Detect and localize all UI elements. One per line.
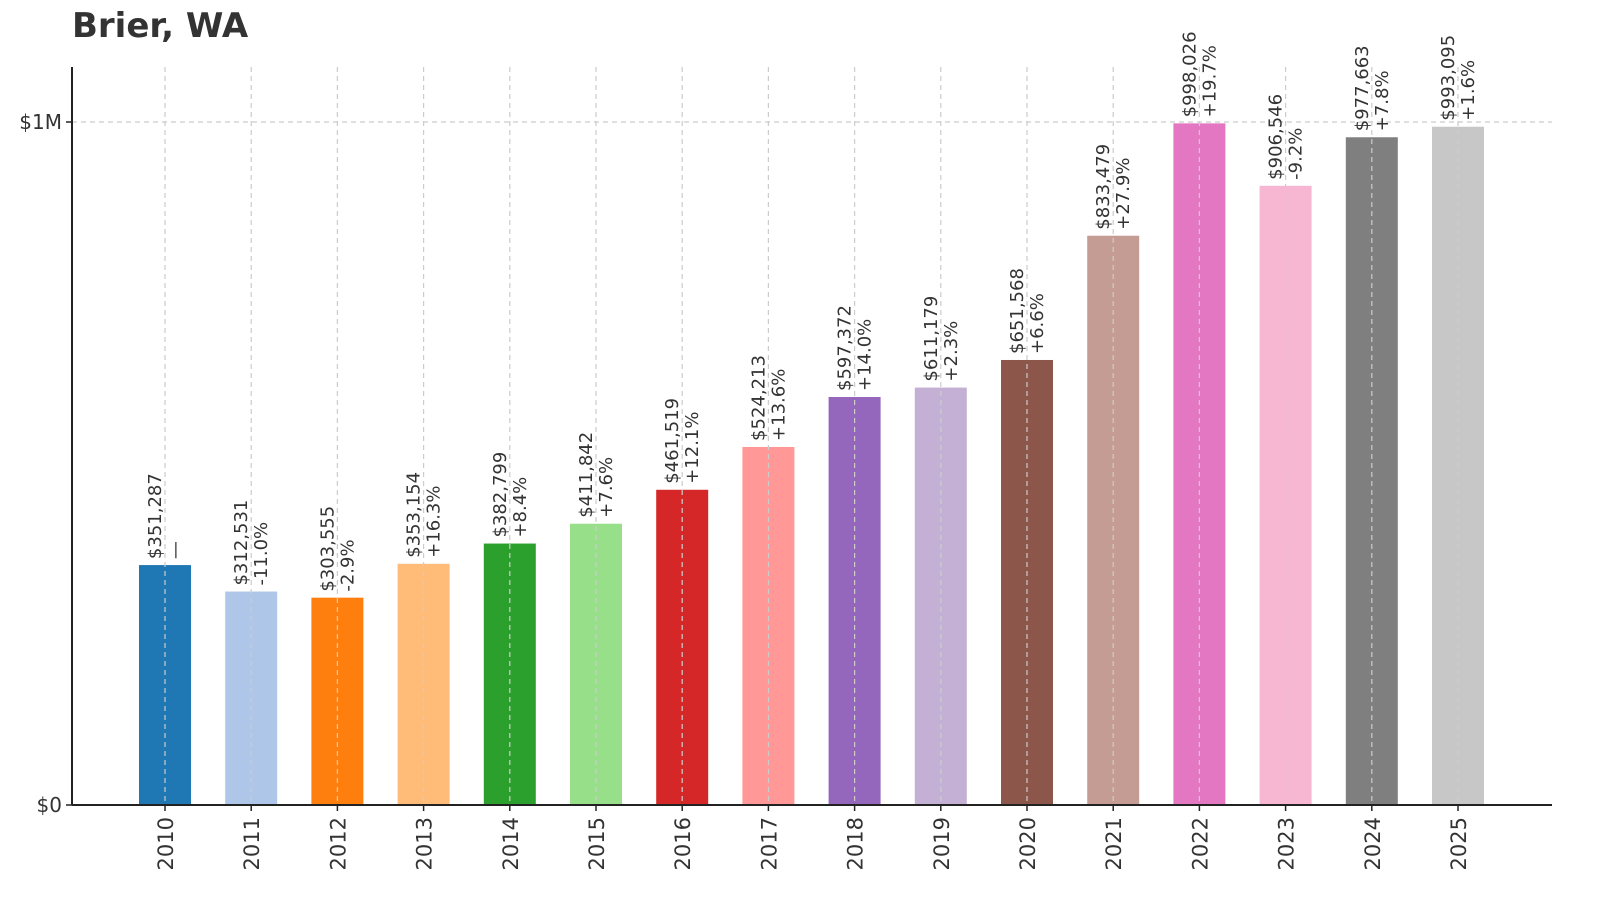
bar-2024	[1345, 137, 1398, 805]
x-tick-label: 2014	[499, 817, 523, 870]
x-tick-label: 2018	[844, 817, 868, 870]
chart-title: Brier, WA	[72, 6, 249, 46]
y-tick-label: $1M	[19, 110, 62, 134]
x-tick-label: 2017	[757, 817, 781, 870]
x-tick-label: 2015	[585, 817, 609, 870]
change-label: +16.3%	[424, 486, 445, 558]
value-label: $312,531	[231, 500, 252, 586]
x-tick-label: 2011	[240, 817, 264, 870]
x-tick-label: 2019	[930, 817, 954, 870]
x-tick-label: 2010	[154, 817, 178, 870]
value-label: $461,519	[662, 398, 683, 484]
change-label: -9.2%	[1286, 128, 1307, 180]
value-label: $382,799	[490, 452, 511, 538]
value-label: $833,479	[1093, 144, 1114, 230]
value-label: $351,287	[145, 473, 166, 559]
value-label: $411,842	[576, 432, 597, 518]
x-tick-label: 2013	[413, 817, 437, 870]
change-label: +6.6%	[1027, 293, 1048, 354]
value-label: $977,663	[1352, 45, 1373, 131]
x-tick-label: 2024	[1361, 817, 1385, 870]
bars	[139, 123, 1484, 806]
x-tick-label: 2020	[1016, 817, 1040, 870]
value-label: $993,095	[1438, 35, 1459, 121]
change-label: +27.9%	[1113, 157, 1134, 229]
x-tick-label: 2012	[326, 817, 350, 870]
value-label: $353,154	[404, 472, 425, 558]
axes: $0 $1M 2010 2011 2012 2013 2014 2015 2016 2017 201…	[19, 67, 1552, 870]
data-labels: $351,287— $312,531 -11.0% $303,555 -2.9% $353…	[145, 31, 1479, 805]
x-tick-label: 2025	[1447, 817, 1471, 870]
change-label: +7.8%	[1372, 70, 1393, 131]
value-label: $611,179	[921, 296, 942, 382]
change-label: +1.6%	[1458, 60, 1479, 121]
x-tick-label: 2023	[1275, 817, 1299, 870]
change-label: +12.1%	[682, 412, 703, 484]
change-label: +13.6%	[768, 369, 789, 441]
change-label: +7.6%	[596, 457, 617, 518]
value-label: $303,555	[317, 506, 338, 592]
change-label: -11.0%	[251, 522, 272, 586]
value-label: $906,546	[1266, 94, 1287, 180]
bar-2010	[139, 565, 191, 805]
change-label: +8.4%	[510, 477, 531, 538]
y-tick-label: $0	[37, 793, 62, 817]
change-label: +19.7%	[1199, 45, 1220, 117]
value-label: $651,568	[1007, 268, 1028, 354]
change-label: —	[165, 541, 186, 559]
value-label: $597,372	[835, 305, 856, 391]
change-label: +14.0%	[855, 319, 876, 391]
x-tick-label: 2021	[1102, 817, 1126, 870]
value-label: $998,026	[1179, 31, 1200, 117]
x-tick-label: 2016	[671, 817, 695, 870]
value-label: $524,213	[748, 355, 769, 441]
x-tick-label: 2022	[1188, 817, 1212, 870]
change-label: -2.9%	[337, 539, 358, 591]
change-label: +2.3%	[941, 321, 962, 382]
